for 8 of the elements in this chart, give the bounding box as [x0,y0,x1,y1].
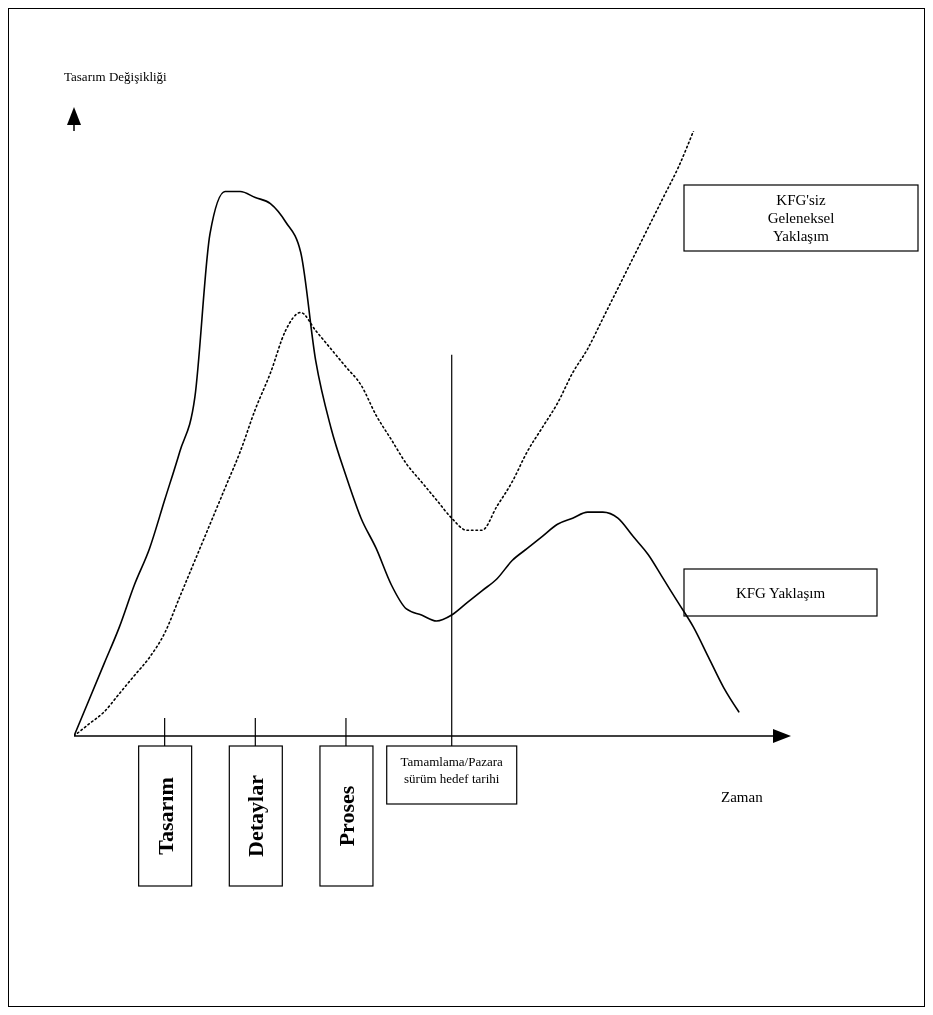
text: KFG'siz Geleneksel Yaklaşım [767,192,835,244]
y-axis-title: Tasarım Değişikliği [64,69,168,84]
x-tick-label: Tasarım [152,777,178,855]
x-tick-label: Detaylar [243,774,269,857]
x-tick-label: Proses [333,785,359,847]
x-axis-title: Zaman [721,789,764,805]
x-tick-label: Tamamlama/Pazara sürüm hedef tarihi [400,754,504,786]
text: KFG Yaklaşım [735,584,826,601]
